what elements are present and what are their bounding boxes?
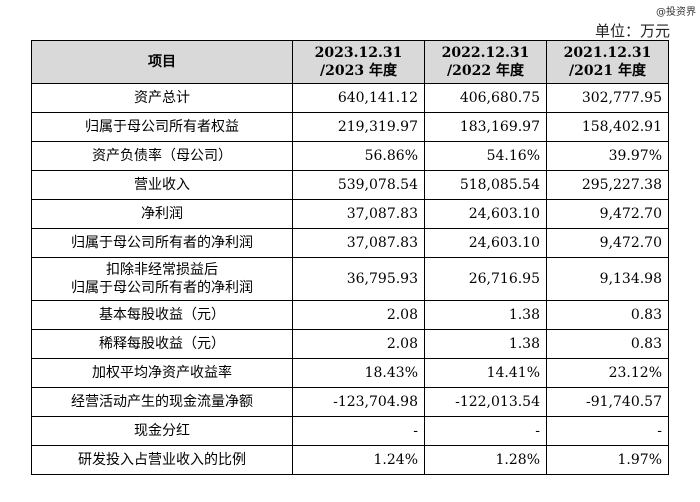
row-label: 净利润: [31, 199, 293, 229]
cell-2021: -: [546, 416, 669, 446]
table-row: 研发投入占营业收入的比例 1.24% 1.28% 1.97%: [31, 445, 669, 475]
table-row: 归属于母公司所有者的净利润 37,087.83 24,603.10 9,472.…: [31, 228, 669, 258]
cell-2023: 2.08: [292, 300, 425, 330]
row-label: 现金分红: [31, 416, 293, 446]
cell-2021: 302,777.95: [546, 83, 669, 113]
cell-2022: 183,169.97: [424, 112, 547, 142]
cell-2023: 219,319.97: [292, 112, 425, 142]
cell-2022: 14.41%: [424, 358, 547, 388]
cell-2023: 56.86%: [292, 141, 425, 171]
cell-2023: -123,704.98: [292, 387, 425, 417]
cell-2021: 1.97%: [546, 445, 669, 475]
cell-2022: 1.38: [424, 300, 547, 330]
cell-2023: 37,087.83: [292, 228, 425, 258]
table-row: 稀释每股收益（元） 2.08 1.38 0.83: [31, 329, 669, 359]
header-2023-date: 2023.12.31: [314, 45, 403, 61]
header-2021: 2021.12.31 /2021 年度: [546, 40, 669, 84]
row-label: 资产负债率（母公司）: [31, 141, 293, 171]
cell-2021: 39.97%: [546, 141, 669, 171]
cell-2023: 36,795.93: [292, 257, 425, 301]
cell-2021: 295,227.38: [546, 170, 669, 200]
table-row: 归属于母公司所有者权益 219,319.97 183,169.97 158,40…: [31, 112, 669, 142]
header-2023-year: /2023 年度: [320, 63, 397, 79]
cell-2022: 406,680.75: [424, 83, 547, 113]
table-row: 净利润 37,087.83 24,603.10 9,472.70: [31, 199, 669, 229]
header-2022: 2022.12.31 /2022 年度: [424, 40, 547, 84]
row-label: 扣除非经常损益后 归属于母公司所有者的净利润: [31, 257, 293, 301]
table-row: 基本每股收益（元） 2.08 1.38 0.83: [31, 300, 669, 330]
table-row: 营业收入 539,078.54 518,085.54 295,227.38: [31, 170, 669, 200]
header-2022-date: 2022.12.31: [441, 45, 530, 61]
cell-2021: 158,402.91: [546, 112, 669, 142]
row-label: 经营活动产生的现金流量净额: [31, 387, 293, 417]
table-row: 扣除非经常损益后 归属于母公司所有者的净利润 36,795.93 26,716.…: [31, 257, 669, 301]
cell-2021: 9,472.70: [546, 228, 669, 258]
row-label: 营业收入: [31, 170, 293, 200]
cell-2022: 24,603.10: [424, 199, 547, 229]
header-2023: 2023.12.31 /2023 年度: [292, 40, 425, 84]
table-header-row: 项目 2023.12.31 /2023 年度 2022.12.31 /2022 …: [31, 40, 669, 84]
cell-2022: -: [424, 416, 547, 446]
row-label: 基本每股收益（元）: [31, 300, 293, 330]
cell-2021: 9,134.98: [546, 257, 669, 301]
cell-2021: 0.83: [546, 300, 669, 330]
cell-2021: -91,740.57: [546, 387, 669, 417]
cell-2023: 2.08: [292, 329, 425, 359]
header-2022-year: /2022 年度: [447, 63, 524, 79]
cell-2022: 26,716.95: [424, 257, 547, 301]
cell-2022: 518,085.54: [424, 170, 547, 200]
table-row: 资产负债率（母公司） 56.86% 54.16% 39.97%: [31, 141, 669, 171]
table-row: 资产总计 640,141.12 406,680.75 302,777.95: [31, 83, 669, 113]
financial-table: 项目 2023.12.31 /2023 年度 2022.12.31 /2022 …: [31, 40, 669, 475]
cell-2023: 640,141.12: [292, 83, 425, 113]
header-2021-year: /2021 年度: [569, 63, 646, 79]
cell-2023: 1.24%: [292, 445, 425, 475]
header-item: 项目: [31, 40, 293, 84]
table-row: 加权平均净资产收益率 18.43% 14.41% 23.12%: [31, 358, 669, 388]
cell-2023: 18.43%: [292, 358, 425, 388]
cell-2022: 54.16%: [424, 141, 547, 171]
row-label: 资产总计: [31, 83, 293, 113]
cell-2021: 9,472.70: [546, 199, 669, 229]
table-row: 现金分红 - - -: [31, 416, 669, 446]
cell-2023: -: [292, 416, 425, 446]
cell-2023: 539,078.54: [292, 170, 425, 200]
row-label: 加权平均净资产收益率: [31, 358, 293, 388]
row-label: 稀释每股收益（元）: [31, 329, 293, 359]
cell-2023: 37,087.83: [292, 199, 425, 229]
cell-2022: 1.38: [424, 329, 547, 359]
cell-2022: 24,603.10: [424, 228, 547, 258]
watermark-logo-text: @投资界: [656, 7, 696, 18]
table-row: 经营活动产生的现金流量净额 -123,704.98 -122,013.54 -9…: [31, 387, 669, 417]
cell-2022: -122,013.54: [424, 387, 547, 417]
cell-2022: 1.28%: [424, 445, 547, 475]
cell-2021: 0.83: [546, 329, 669, 359]
row-label: 归属于母公司所有者的净利润: [31, 228, 293, 258]
header-2021-date: 2021.12.31: [563, 45, 652, 61]
row-label: 归属于母公司所有者权益: [31, 112, 293, 142]
row-label-line1: 扣除非经常损益后: [106, 262, 218, 278]
row-label-line2: 归属于母公司所有者的净利润: [71, 280, 253, 296]
unit-label: 单位：万元: [594, 22, 670, 40]
row-label: 研发投入占营业收入的比例: [31, 445, 293, 475]
cell-2021: 23.12%: [546, 358, 669, 388]
